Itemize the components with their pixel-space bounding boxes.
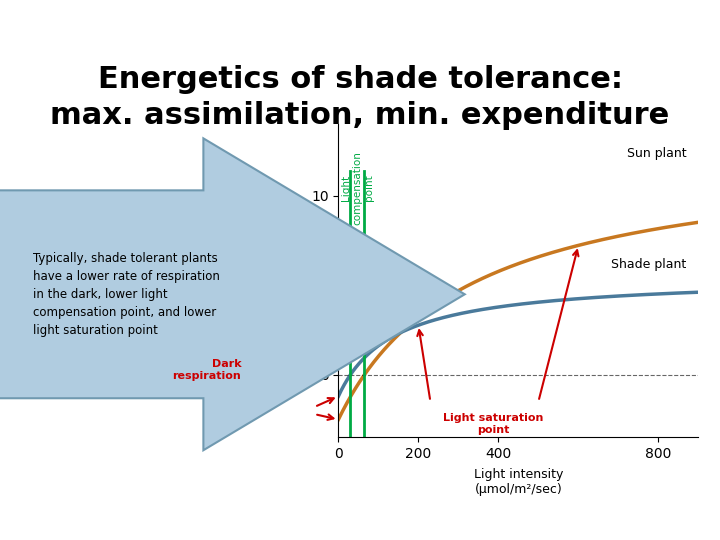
X-axis label: Light intensity
(μmol/m²/sec): Light intensity (μmol/m²/sec) bbox=[474, 468, 563, 496]
Text: Typically, shade tolerant plants
have a lower rate of respiration
in the dark, l: Typically, shade tolerant plants have a … bbox=[32, 252, 220, 337]
Text: Light saturation
point: Light saturation point bbox=[443, 413, 544, 435]
Y-axis label: CO₂ assimilation
(μmol/m²/sec): CO₂ assimilation (μmol/m²/sec) bbox=[276, 230, 304, 332]
FancyBboxPatch shape bbox=[0, 138, 464, 450]
Text: Light
compensation
point: Light compensation point bbox=[341, 151, 374, 225]
Text: Dark
respiration: Dark respiration bbox=[173, 359, 241, 381]
Text: Energetics of shade tolerance:
max. assimilation, min. expenditure: Energetics of shade tolerance: max. assi… bbox=[50, 65, 670, 130]
Text: Sun plant: Sun plant bbox=[627, 147, 686, 160]
Text: Shade plant: Shade plant bbox=[611, 258, 686, 271]
